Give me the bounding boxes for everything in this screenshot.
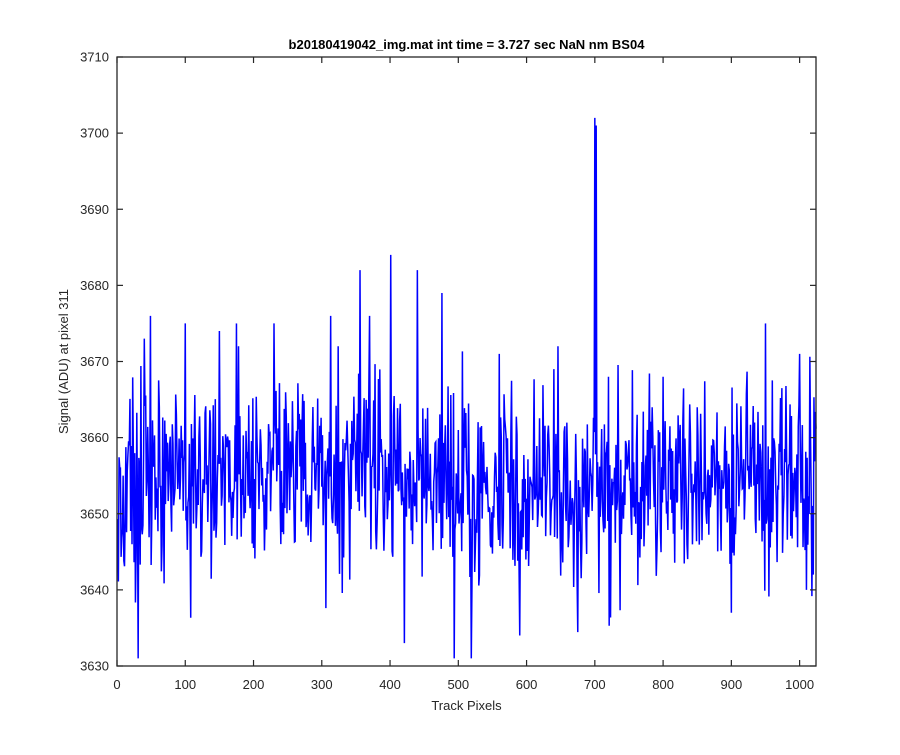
y-tick-label: 3650 xyxy=(80,506,109,521)
y-axis-ticks: 3630 3640 3650 3660 3670 3680 3690 3700 3710 xyxy=(80,50,816,674)
y-axis-label: Signal (ADU) at pixel 311 xyxy=(56,289,71,434)
x-tick-label: 900 xyxy=(721,677,743,692)
y-tick-label: 3630 xyxy=(80,659,109,674)
x-axis-ticks: 0 100 200 300 400 500 600 700 800 900 1000 xyxy=(113,57,814,692)
x-axis-label: Track Pixels xyxy=(431,698,502,713)
y-tick-label: 3700 xyxy=(80,126,109,141)
x-tick-label: 500 xyxy=(447,677,469,692)
plot-area xyxy=(117,57,816,666)
x-tick-label: 400 xyxy=(379,677,401,692)
x-tick-label: 100 xyxy=(174,677,196,692)
x-tick-label: 0 xyxy=(113,677,120,692)
x-tick-label: 800 xyxy=(652,677,674,692)
y-tick-label: 3640 xyxy=(80,582,109,597)
x-tick-label: 600 xyxy=(516,677,538,692)
chart-title: b20180419042_img.mat int time = 3.727 se… xyxy=(289,37,646,52)
x-tick-label: 300 xyxy=(311,677,333,692)
signal-series-line xyxy=(116,117,817,659)
x-tick-label: 200 xyxy=(243,677,265,692)
y-tick-label: 3690 xyxy=(80,202,109,217)
y-tick-label: 3680 xyxy=(80,278,109,293)
series-layer xyxy=(116,117,817,659)
x-tick-label: 1000 xyxy=(785,677,814,692)
y-tick-label: 3710 xyxy=(80,50,109,65)
y-tick-label: 3660 xyxy=(80,430,109,445)
x-tick-label: 700 xyxy=(584,677,606,692)
y-tick-label: 3670 xyxy=(80,354,109,369)
